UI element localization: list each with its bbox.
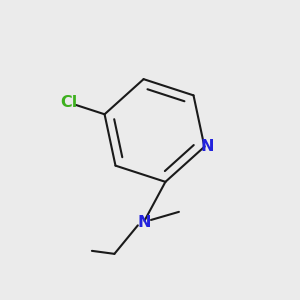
Text: Cl: Cl (60, 95, 77, 110)
Text: N: N (138, 215, 151, 230)
Text: N: N (200, 139, 214, 154)
